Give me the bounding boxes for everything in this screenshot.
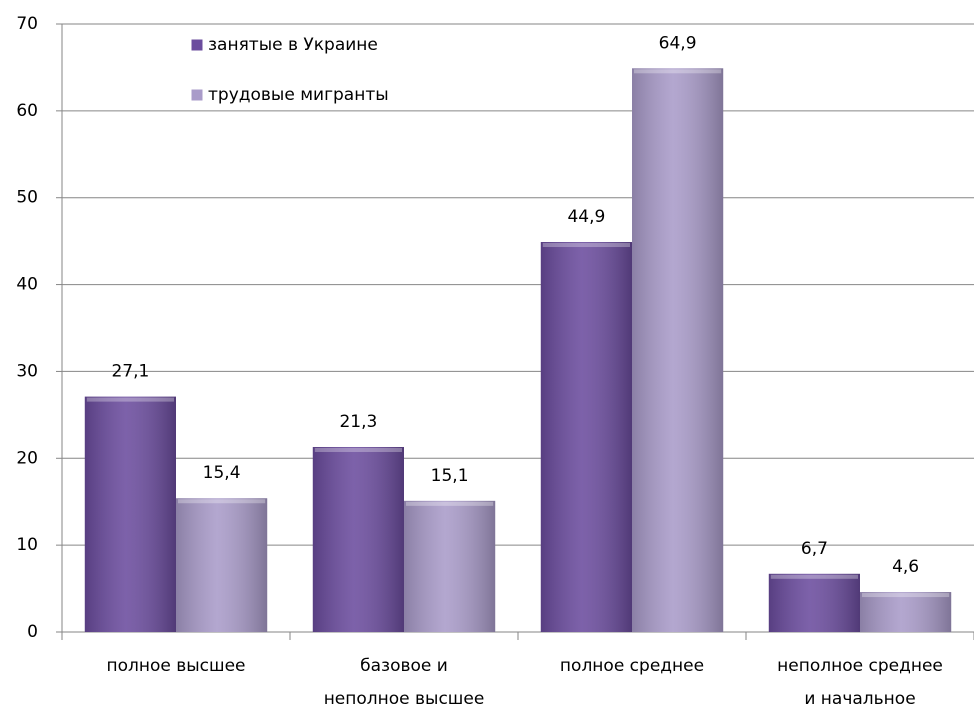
bar-bevel — [86, 397, 174, 402]
x-tick-label: неполное среднее и начальное — [777, 656, 943, 709]
bar-shade — [540, 242, 632, 633]
y-tick-label: 30 — [16, 361, 38, 381]
bar-bevel — [314, 447, 402, 452]
data-label: 15,4 — [203, 463, 241, 483]
data-label: 15,1 — [431, 466, 469, 486]
data-label: 21,3 — [339, 412, 377, 432]
x-tick-label: полное среднее — [559, 656, 705, 676]
bar-shade — [176, 498, 268, 632]
legend-swatch — [190, 88, 204, 102]
bar-shade — [404, 500, 496, 632]
data-label: 4,6 — [892, 557, 919, 577]
data-label: 44,9 — [567, 207, 605, 227]
bar-bevel — [770, 574, 858, 579]
y-tick-label: 60 — [16, 101, 38, 121]
y-tick-label: 50 — [16, 188, 38, 208]
bar-shade — [860, 592, 952, 632]
bar-bevel — [634, 69, 722, 74]
bar-shade — [632, 68, 724, 633]
x-tick-label: базовое и неполное высшее — [323, 656, 485, 709]
data-label: 6,7 — [801, 539, 828, 559]
data-label: 64,9 — [659, 33, 697, 53]
y-tick-label: 40 — [16, 275, 38, 295]
bar-bevel — [406, 501, 494, 506]
bar-bevel — [862, 593, 950, 598]
bar-shade — [312, 446, 404, 632]
y-tick-label: 10 — [16, 535, 38, 555]
x-tick-label: полное высшее — [106, 656, 246, 676]
legend-label: занятые в Украине — [208, 35, 378, 55]
bar-bevel — [178, 499, 266, 504]
bar-bevel — [542, 243, 630, 248]
bar-shade — [768, 573, 860, 632]
y-tick-label: 0 — [27, 622, 38, 642]
bar-shade — [84, 396, 176, 632]
y-tick-label: 20 — [16, 448, 38, 468]
legend-label: трудовые мигранты — [208, 85, 389, 105]
data-label: 27,1 — [111, 362, 149, 382]
legend-swatch — [190, 38, 204, 52]
y-tick-label: 70 — [16, 14, 38, 34]
